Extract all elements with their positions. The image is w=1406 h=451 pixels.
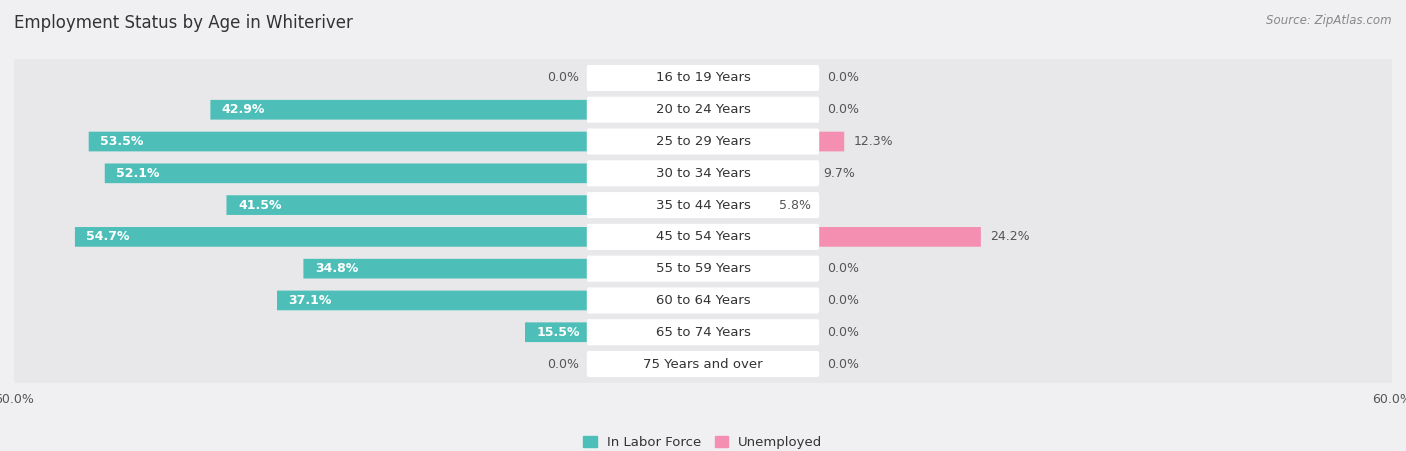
Text: 35 to 44 Years: 35 to 44 Years	[655, 198, 751, 212]
Legend: In Labor Force, Unemployed: In Labor Force, Unemployed	[578, 431, 828, 451]
FancyBboxPatch shape	[6, 155, 1400, 192]
FancyBboxPatch shape	[586, 351, 820, 377]
FancyBboxPatch shape	[6, 218, 1400, 256]
Text: 65 to 74 Years: 65 to 74 Years	[655, 326, 751, 339]
FancyBboxPatch shape	[681, 68, 703, 88]
FancyBboxPatch shape	[703, 195, 769, 215]
Text: 24.2%: 24.2%	[990, 230, 1029, 244]
FancyBboxPatch shape	[586, 319, 820, 345]
FancyBboxPatch shape	[6, 91, 1400, 129]
Text: 20 to 24 Years: 20 to 24 Years	[655, 103, 751, 116]
FancyBboxPatch shape	[703, 354, 725, 374]
FancyBboxPatch shape	[586, 256, 820, 282]
Text: 15.5%: 15.5%	[537, 326, 581, 339]
FancyBboxPatch shape	[6, 313, 1400, 351]
FancyBboxPatch shape	[703, 259, 725, 279]
Text: 5.8%: 5.8%	[779, 198, 811, 212]
Text: 55 to 59 Years: 55 to 59 Years	[655, 262, 751, 275]
FancyBboxPatch shape	[703, 322, 725, 342]
FancyBboxPatch shape	[277, 290, 703, 310]
Text: 12.3%: 12.3%	[853, 135, 893, 148]
FancyBboxPatch shape	[586, 287, 820, 313]
FancyBboxPatch shape	[226, 195, 703, 215]
Text: 37.1%: 37.1%	[288, 294, 332, 307]
Text: 41.5%: 41.5%	[238, 198, 281, 212]
FancyBboxPatch shape	[586, 192, 820, 218]
Text: 34.8%: 34.8%	[315, 262, 359, 275]
FancyBboxPatch shape	[681, 354, 703, 374]
Text: Employment Status by Age in Whiteriver: Employment Status by Age in Whiteriver	[14, 14, 353, 32]
FancyBboxPatch shape	[105, 163, 703, 183]
Text: 0.0%: 0.0%	[827, 262, 859, 275]
FancyBboxPatch shape	[703, 227, 981, 247]
Text: 75 Years and over: 75 Years and over	[643, 358, 763, 371]
FancyBboxPatch shape	[524, 322, 703, 342]
FancyBboxPatch shape	[703, 132, 844, 152]
FancyBboxPatch shape	[703, 100, 725, 120]
FancyBboxPatch shape	[586, 65, 820, 91]
Text: 54.7%: 54.7%	[86, 230, 129, 244]
Text: 9.7%: 9.7%	[824, 167, 855, 180]
Text: 0.0%: 0.0%	[827, 103, 859, 116]
Text: 52.1%: 52.1%	[117, 167, 160, 180]
FancyBboxPatch shape	[304, 259, 703, 279]
Text: 60 to 64 Years: 60 to 64 Years	[655, 294, 751, 307]
FancyBboxPatch shape	[703, 163, 814, 183]
Text: 0.0%: 0.0%	[827, 358, 859, 371]
FancyBboxPatch shape	[586, 97, 820, 123]
FancyBboxPatch shape	[703, 68, 725, 88]
Text: 45 to 54 Years: 45 to 54 Years	[655, 230, 751, 244]
FancyBboxPatch shape	[6, 282, 1400, 319]
FancyBboxPatch shape	[586, 160, 820, 186]
Text: 30 to 34 Years: 30 to 34 Years	[655, 167, 751, 180]
FancyBboxPatch shape	[6, 59, 1400, 97]
FancyBboxPatch shape	[75, 227, 703, 247]
FancyBboxPatch shape	[89, 132, 703, 152]
Text: 25 to 29 Years: 25 to 29 Years	[655, 135, 751, 148]
Text: 0.0%: 0.0%	[827, 294, 859, 307]
FancyBboxPatch shape	[6, 123, 1400, 160]
Text: 0.0%: 0.0%	[827, 71, 859, 84]
FancyBboxPatch shape	[6, 345, 1400, 383]
FancyBboxPatch shape	[211, 100, 703, 120]
Text: 0.0%: 0.0%	[547, 358, 579, 371]
FancyBboxPatch shape	[703, 290, 725, 310]
FancyBboxPatch shape	[586, 224, 820, 250]
Text: Source: ZipAtlas.com: Source: ZipAtlas.com	[1267, 14, 1392, 27]
FancyBboxPatch shape	[586, 129, 820, 155]
Text: 42.9%: 42.9%	[222, 103, 266, 116]
FancyBboxPatch shape	[6, 250, 1400, 287]
Text: 16 to 19 Years: 16 to 19 Years	[655, 71, 751, 84]
Text: 0.0%: 0.0%	[827, 326, 859, 339]
Text: 0.0%: 0.0%	[547, 71, 579, 84]
FancyBboxPatch shape	[6, 186, 1400, 224]
Text: 53.5%: 53.5%	[100, 135, 143, 148]
